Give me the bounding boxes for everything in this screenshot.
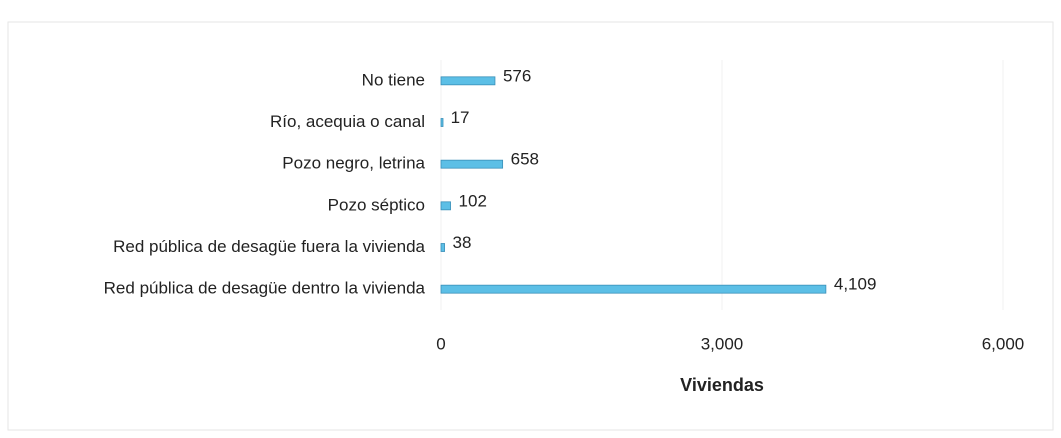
bar — [440, 76, 496, 86]
x-tick-label: 0 — [436, 334, 445, 353]
y-tick-label: Pozo séptico — [328, 195, 425, 214]
bar — [440, 243, 445, 252]
x-tick-label: 3,000 — [701, 334, 744, 353]
y-tick-label: Red pública de desagüe dentro la viviend… — [104, 279, 426, 298]
value-label: 576 — [503, 66, 531, 85]
value-label: 17 — [451, 108, 470, 127]
y-tick-label: Río, acequia o canal — [270, 112, 425, 131]
x-tick-label: 6,000 — [982, 334, 1025, 353]
bar — [440, 284, 827, 294]
x-axis-label: Viviendas — [680, 375, 764, 395]
value-label: 658 — [511, 150, 539, 169]
bar — [440, 159, 504, 169]
value-label: 102 — [459, 191, 487, 210]
value-label: 4,109 — [834, 275, 877, 294]
bar — [440, 118, 444, 127]
chart-border — [7, 21, 1054, 431]
y-tick-label: Pozo negro, letrina — [282, 154, 425, 173]
value-label: 38 — [453, 233, 472, 252]
y-tick-label: No tiene — [362, 70, 425, 89]
bar — [440, 201, 451, 211]
y-tick-label: Red pública de desagüe fuera la vivienda — [113, 237, 425, 256]
